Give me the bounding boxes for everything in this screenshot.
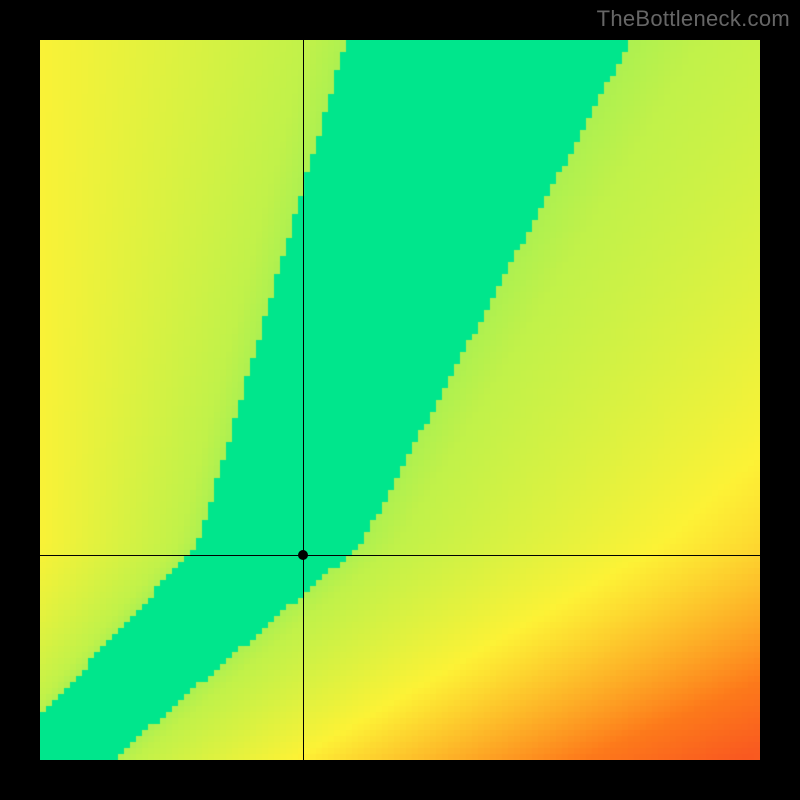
- crosshair-marker: [298, 550, 308, 560]
- heatmap-plot: [40, 40, 760, 760]
- chart-container: TheBottleneck.com: [0, 0, 800, 800]
- heatmap-canvas: [40, 40, 760, 760]
- watermark-text: TheBottleneck.com: [597, 6, 790, 32]
- crosshair-vertical: [303, 40, 304, 760]
- crosshair-horizontal: [40, 555, 760, 556]
